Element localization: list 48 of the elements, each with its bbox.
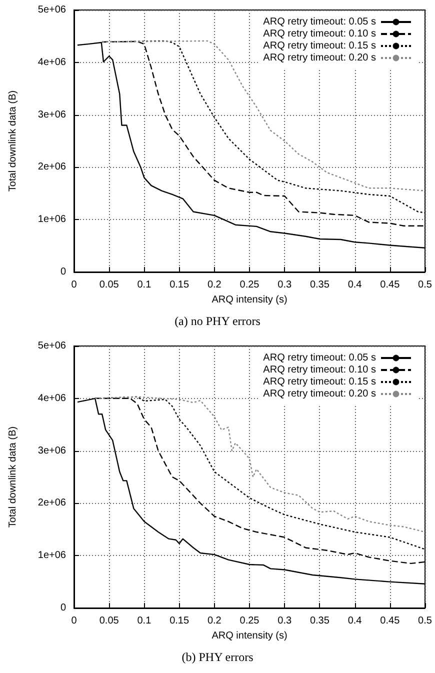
y-tick-label: 4e+06 bbox=[38, 56, 66, 68]
x-tick-label: 0.5 bbox=[418, 280, 432, 290]
legend-label: ARQ retry timeout: 0.05 s bbox=[263, 352, 376, 364]
y-tick-label: 1e+06 bbox=[38, 550, 66, 562]
text: (b) PHY errors bbox=[182, 650, 254, 664]
legend-label: ARQ retry timeout: 0.15 s bbox=[263, 376, 376, 388]
x-tick-label: 0.05 bbox=[99, 280, 120, 290]
x-tick-label: 0.4 bbox=[348, 280, 362, 290]
y-tick-label: 3e+06 bbox=[38, 445, 66, 456]
y-tick-label: 3e+06 bbox=[38, 109, 66, 120]
y-axis-title: Total downlink data (B) bbox=[8, 426, 18, 528]
x-tick-label: 0.05 bbox=[99, 616, 120, 626]
x-tick-label: 0.3 bbox=[278, 616, 292, 626]
y-tick-label: 2e+06 bbox=[38, 498, 66, 509]
text: (a) no PHY errors bbox=[174, 314, 261, 328]
x-tick-label: 0.15 bbox=[170, 280, 190, 290]
y-tick-label: 1e+06 bbox=[38, 214, 66, 226]
x-tick-label: 0.45 bbox=[380, 616, 400, 626]
x-tick-label: 0.25 bbox=[240, 616, 260, 626]
y-tick-label: 5e+06 bbox=[38, 340, 66, 352]
x-tick-label: 0.1 bbox=[137, 616, 152, 626]
legend-label: ARQ retry timeout: 0.15 s bbox=[263, 40, 376, 52]
x-axis-title: ARQ intensity (s) bbox=[212, 630, 288, 642]
x-tick-label: 0.4 bbox=[348, 616, 362, 626]
y-tick-label: 0 bbox=[60, 602, 66, 614]
y-tick-label: 4e+06 bbox=[38, 392, 66, 404]
legend-label: ARQ retry timeout: 0.20 s bbox=[263, 388, 376, 400]
legend-label: ARQ retry timeout: 0.10 s bbox=[263, 364, 376, 376]
y-axis-title: Total downlink data (B) bbox=[8, 90, 18, 192]
x-tick-label: 0.45 bbox=[380, 280, 400, 290]
x-tick-label: 0.25 bbox=[240, 280, 260, 290]
x-tick-label: 0.3 bbox=[278, 280, 292, 290]
x-tick-label: 0.1 bbox=[137, 280, 152, 290]
x-tick-label: 0.5 bbox=[418, 616, 432, 626]
y-tick-label: 5e+06 bbox=[38, 4, 66, 16]
x-tick-label: 0.35 bbox=[310, 280, 330, 290]
x-tick-label: 0.35 bbox=[310, 616, 330, 626]
legend-label: ARQ retry timeout: 0.10 s bbox=[263, 28, 376, 40]
legend-label: ARQ retry timeout: 0.20 s bbox=[263, 52, 376, 64]
y-tick-label: 2e+06 bbox=[38, 162, 66, 173]
x-tick-label: 0 bbox=[71, 616, 78, 626]
legend-label: ARQ retry timeout: 0.05 s bbox=[263, 16, 376, 28]
x-axis-title: ARQ intensity (s) bbox=[212, 294, 288, 306]
x-tick-label: 0.2 bbox=[207, 616, 222, 626]
x-tick-label: 0 bbox=[71, 280, 78, 290]
x-tick-label: 0.15 bbox=[170, 616, 190, 626]
x-tick-label: 0.2 bbox=[207, 280, 222, 290]
y-tick-label: 0 bbox=[60, 266, 66, 278]
